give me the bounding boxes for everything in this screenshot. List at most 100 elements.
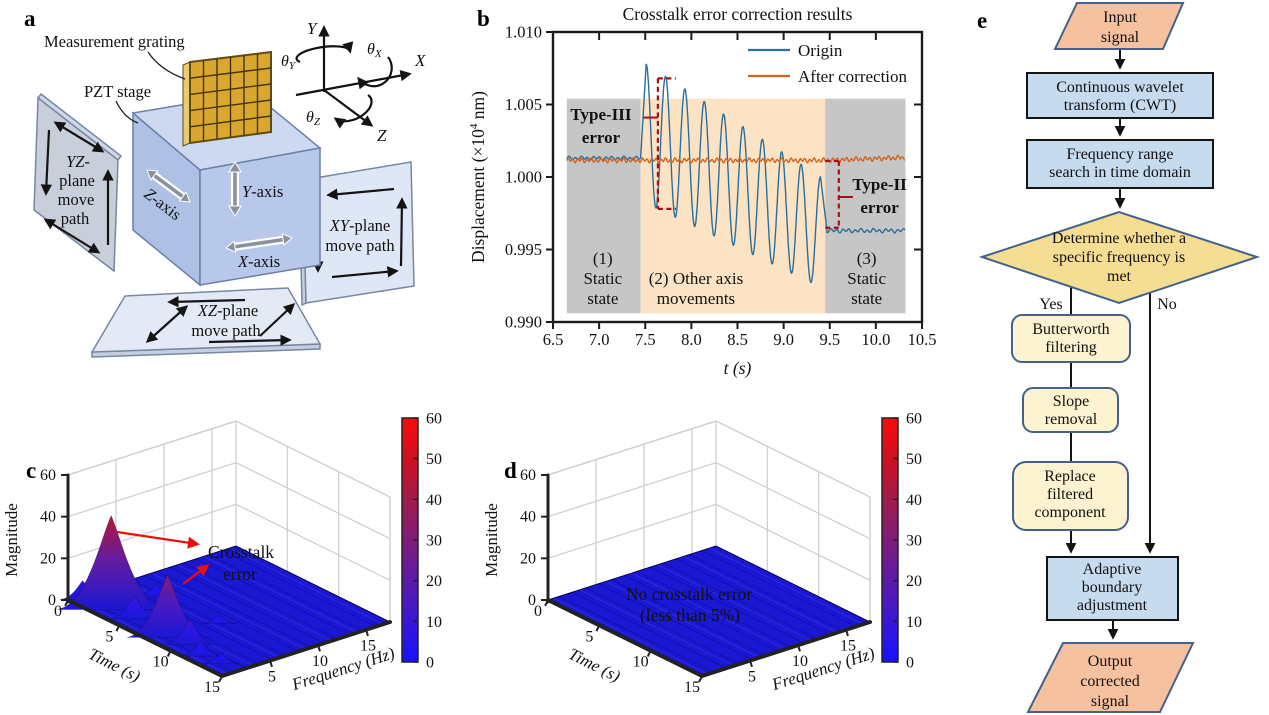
freq-tick-label: 5: [748, 669, 756, 686]
node-decision: [978, 210, 1261, 305]
error-annotation-text: error: [582, 128, 621, 147]
theta-y-label: θY: [281, 53, 297, 72]
label-yes: Yes: [1039, 296, 1062, 313]
triad-y-label: Y: [307, 19, 318, 38]
node-decision-text: Determine whether a: [1052, 230, 1186, 247]
y-tick-label: 0.995: [505, 240, 542, 259]
colorbar-tick-label: 60: [426, 411, 442, 428]
svg-text:filtered: filtered: [1047, 486, 1093, 503]
xz-right-arrow: [208, 334, 292, 346]
xz-plane-label-line2: move path: [191, 321, 261, 340]
z-axis-arrow: [146, 169, 191, 203]
panel-label-c: c: [26, 458, 37, 483]
node-adaptive-boundary-text: Adaptive: [1083, 561, 1142, 578]
time-tick-label: 5: [585, 628, 593, 645]
z-tick-label: 60: [40, 467, 56, 484]
colorbar-tick-label: 20: [906, 573, 922, 590]
colorbar-tick-label: 10: [426, 614, 442, 631]
xz-diag-arrow: [145, 305, 189, 343]
surface-peak: [201, 652, 241, 665]
node-replace-component: [1012, 461, 1129, 531]
z-tick-label: 20: [40, 550, 56, 567]
cube-x-axis-label: X-axis: [237, 252, 280, 271]
surface-peak: [200, 614, 238, 624]
xy-plane-label-line1: XY-plane: [329, 216, 391, 235]
node-slope-removal-text: Slope: [1053, 393, 1089, 410]
freq-tick-label: 15: [360, 638, 376, 655]
x-tick-label: 10.0: [861, 330, 890, 349]
node-butterworth: [1011, 314, 1131, 363]
region-label: (2) Other axis: [649, 269, 743, 288]
xy-right-arrow: [396, 197, 408, 267]
x-tick-label: 7.5: [635, 330, 656, 349]
x-tick-label: 6.5: [543, 330, 564, 349]
legend-label: Origin: [798, 41, 843, 60]
time-axis-label: Time (s): [565, 644, 623, 686]
xz-plane-label-line1: XZ-plane: [197, 301, 259, 320]
time-tick-label: 0: [534, 603, 542, 620]
time-tick-label: 15: [204, 679, 220, 696]
region-label: (1): [593, 249, 613, 268]
colorbar-tick-label: 50: [426, 451, 442, 468]
x-axis-label: t (s): [724, 358, 752, 378]
yz-top-arrow: [53, 121, 105, 153]
yz-plane: YZ- plane move path: [33, 92, 123, 273]
theta-z-rotation-arrow: [333, 94, 373, 129]
yz-plane-label-line2: plane: [59, 171, 95, 190]
colorbar-tick-label: 50: [906, 451, 922, 468]
freq-tick-label: 5: [268, 669, 276, 686]
yz-plane-label-line3: move: [58, 190, 95, 209]
svg-text:corrected: corrected: [1080, 673, 1140, 690]
region-label: state: [587, 289, 618, 308]
cube-front-face: [199, 147, 321, 286]
z-tick-label: 40: [40, 509, 56, 526]
error-annotation-text: Type-II: [852, 175, 907, 194]
svg-text:adjustment: adjustment: [1077, 597, 1148, 614]
signal-processing-flowchart: Input signal Continuous wavelet transfor…: [978, 2, 1261, 713]
theta-x-rotation-arrow: [357, 56, 393, 90]
colorbar-tick-label: 40: [906, 492, 922, 509]
cube-y-axis-label: Y-axis: [242, 182, 283, 201]
time-tick-label: 15: [684, 679, 700, 696]
colorbar-tick-label: 60: [906, 411, 922, 428]
x-tick-label: 10.5: [908, 330, 937, 349]
freq-tick-label: 10: [792, 653, 808, 670]
x-tick-label: 7.0: [589, 330, 610, 349]
y-tick-label: 1.010: [505, 23, 542, 42]
svg-text:removal: removal: [1045, 411, 1098, 428]
surface-peak: [57, 514, 165, 610]
node-cwt: [1026, 72, 1214, 119]
svg-text:met: met: [1107, 268, 1132, 285]
region-band: [640, 98, 826, 314]
panel-label-e: e: [977, 8, 988, 33]
grating-grid: [189, 53, 272, 142]
node-butterworth-text: Butterworth: [1032, 321, 1109, 338]
yz-plane-label-line4: path: [61, 209, 90, 228]
grating-leader-line: [147, 51, 186, 80]
yz-bottom-arrow: [43, 218, 101, 254]
region-label: (3): [857, 249, 877, 268]
x-axis-arrow: [225, 233, 293, 253]
panel-label-b: b: [477, 6, 490, 31]
region-label: Static: [847, 269, 886, 288]
z-tick-label: 20: [520, 550, 536, 567]
region-label: Static: [583, 269, 622, 288]
after-correction-series-line: [566, 154, 906, 164]
error-annotation-text: Type-III: [570, 105, 631, 124]
xy-plane-label-line2: move path: [325, 236, 395, 255]
node-slope-removal: [1022, 387, 1119, 433]
panel-label-d: d: [504, 458, 517, 483]
xz-upright-arrow: [259, 303, 296, 337]
region-band: [566, 98, 641, 314]
surface-annotation-text: (less than 5%): [640, 605, 740, 625]
colorbar-tick-label: 10: [906, 614, 922, 631]
annotation-arrow: [182, 564, 210, 585]
coordinate-triad: Y X Z θY θX θZ: [281, 19, 426, 145]
time-tick-label: 10: [153, 654, 169, 671]
y-axis-arrow: [228, 161, 242, 217]
label-no: No: [1157, 296, 1177, 313]
z-axis-label: Magnitude: [2, 503, 21, 577]
xz-plane-face: [90, 287, 322, 353]
